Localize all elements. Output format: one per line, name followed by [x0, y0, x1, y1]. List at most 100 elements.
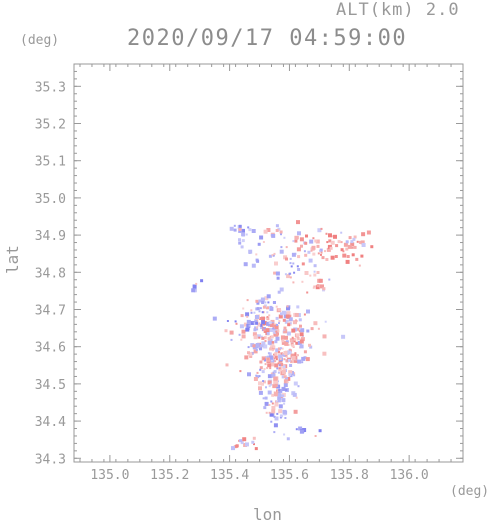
- data-point: [263, 331, 266, 333]
- data-point: [245, 233, 248, 236]
- data-point: [293, 381, 298, 386]
- data-point: [292, 320, 297, 325]
- data-point: [361, 232, 366, 237]
- data-point: [273, 357, 276, 360]
- data-point: [291, 252, 296, 257]
- data-point: [346, 255, 350, 258]
- data-point: [251, 263, 256, 268]
- data-point: [278, 320, 281, 323]
- data-point: [268, 314, 271, 317]
- data-point: [296, 354, 298, 356]
- data-point: [283, 383, 288, 387]
- data-point: [230, 338, 233, 341]
- y-axis-unit: (deg): [20, 33, 60, 48]
- data-point: [273, 353, 276, 356]
- data-point: [315, 239, 320, 244]
- data-point: [273, 301, 276, 304]
- data-point: [251, 322, 254, 325]
- data-point: [250, 343, 255, 348]
- data-point: [233, 224, 236, 227]
- data-point: [291, 336, 294, 339]
- data-point: [288, 370, 293, 375]
- data-point: [370, 245, 374, 249]
- data-point: [351, 253, 355, 257]
- data-point: [268, 321, 272, 325]
- data-point: [253, 443, 255, 446]
- data-point: [279, 347, 282, 350]
- data-point: [274, 360, 277, 363]
- data-point: [340, 231, 343, 234]
- data-point: [296, 327, 300, 331]
- data-point: [285, 355, 288, 358]
- data-point: [293, 358, 298, 363]
- data-point: [278, 314, 283, 319]
- data-point: [226, 320, 229, 322]
- data-point: [242, 307, 245, 310]
- data-point: [212, 316, 217, 321]
- data-point: [257, 323, 261, 327]
- data-point: [271, 409, 276, 414]
- data-point: [282, 318, 286, 322]
- data-point: [308, 258, 313, 263]
- data-point: [298, 426, 303, 431]
- data-point: [267, 340, 272, 345]
- data-point: [264, 296, 269, 301]
- data-point: [295, 428, 298, 431]
- data-point: [312, 237, 315, 240]
- data-point: [264, 340, 267, 342]
- data-point: [314, 239, 318, 243]
- data-point: [287, 358, 291, 362]
- data-point: [256, 375, 260, 379]
- data-point: [281, 375, 285, 379]
- data-point: [248, 228, 252, 232]
- data-point: [253, 311, 256, 314]
- data-point: [261, 370, 265, 374]
- data-point: [301, 262, 305, 266]
- data-point: [235, 322, 238, 325]
- data-point: [352, 237, 356, 241]
- data-point: [241, 232, 246, 237]
- data-point: [267, 301, 270, 304]
- data-point: [252, 436, 256, 440]
- data-point: [245, 327, 250, 332]
- data-point: [241, 334, 246, 339]
- data-point: [277, 351, 281, 355]
- data-point: [193, 289, 197, 293]
- data-point: [274, 363, 279, 368]
- data-point: [286, 381, 289, 384]
- data-point: [256, 307, 260, 311]
- data-point: [329, 246, 333, 250]
- data-point: [303, 250, 306, 253]
- data-point: [277, 227, 281, 231]
- data-point: [294, 352, 297, 355]
- data-point: [360, 254, 364, 258]
- data-point: [268, 355, 273, 360]
- x-tick-label: 136.0: [390, 468, 429, 483]
- data-point: [279, 287, 284, 292]
- data-point: [290, 265, 293, 268]
- data-point: [252, 344, 256, 348]
- data-point: [259, 317, 263, 320]
- data-point: [322, 287, 326, 291]
- data-point: [280, 233, 282, 236]
- y-tick-label: 35.0: [35, 192, 66, 207]
- data-point: [258, 322, 261, 325]
- data-point: [277, 399, 281, 403]
- x-tick-label: 135.2: [150, 468, 189, 483]
- data-point: [253, 335, 258, 340]
- data-point: [345, 247, 349, 251]
- data-point: [279, 230, 283, 234]
- x-tick-label: 135.0: [90, 468, 129, 483]
- data-point: [278, 409, 283, 414]
- data-point: [259, 323, 263, 327]
- data-point: [366, 230, 371, 235]
- data-point: [275, 224, 279, 228]
- data-point: [273, 271, 277, 275]
- data-point: [314, 435, 317, 437]
- data-point: [258, 386, 262, 391]
- data-point: [289, 351, 292, 354]
- data-point: [240, 441, 244, 445]
- data-point: [283, 351, 288, 355]
- y-tick-label: 35.1: [35, 155, 66, 170]
- data-point: [224, 329, 228, 333]
